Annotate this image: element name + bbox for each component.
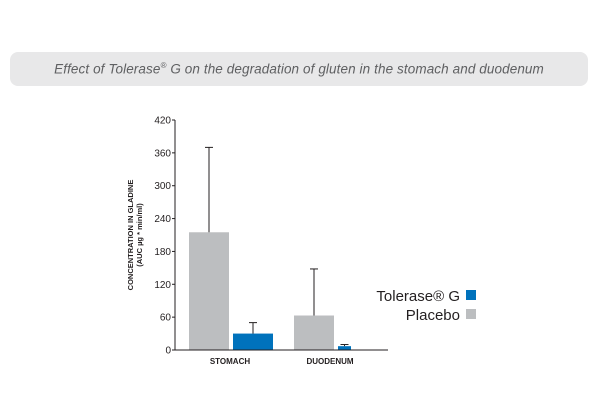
legend-swatch <box>466 309 476 319</box>
legend-label: Placebo <box>406 307 460 324</box>
y-tick-label: 60 <box>160 313 172 324</box>
legend-swatch <box>466 290 476 300</box>
bar <box>233 333 273 350</box>
legend-label: Tolerase® G <box>376 288 460 305</box>
y-tick-label: 180 <box>154 247 171 258</box>
bar <box>338 346 351 350</box>
chart-title: Effect of Tolerase® G on the degradation… <box>54 61 544 77</box>
bars <box>189 146 351 350</box>
y-tick-label: 240 <box>154 214 171 225</box>
bar <box>189 232 229 350</box>
x-category-label: DUODENUM <box>306 357 353 366</box>
y-axis-label: CONCENTRATION IN GLADINE (AUC µg * min/ml… <box>126 180 144 291</box>
y-tick-label: 0 <box>165 346 171 357</box>
legend: Tolerase® G Placebo <box>376 288 476 324</box>
y-tick-label: 420 <box>154 116 171 127</box>
x-axis: STOMACH DUODENUM <box>175 349 388 366</box>
y-axis: 420 360 300 240 180 120 60 0 <box>154 116 176 357</box>
y-tick-label: 300 <box>154 181 171 192</box>
y-tick-label: 360 <box>154 148 171 159</box>
y-axis-label-line2: (AUC µg * min/ml) <box>135 203 144 267</box>
bar <box>294 315 334 350</box>
y-tick-label: 120 <box>154 280 171 291</box>
x-category-label: STOMACH <box>210 357 251 366</box>
y-axis-label-line1: CONCENTRATION IN GLADINE <box>126 180 135 291</box>
chart-title-bar: Effect of Tolerase® G on the degradation… <box>10 52 588 86</box>
